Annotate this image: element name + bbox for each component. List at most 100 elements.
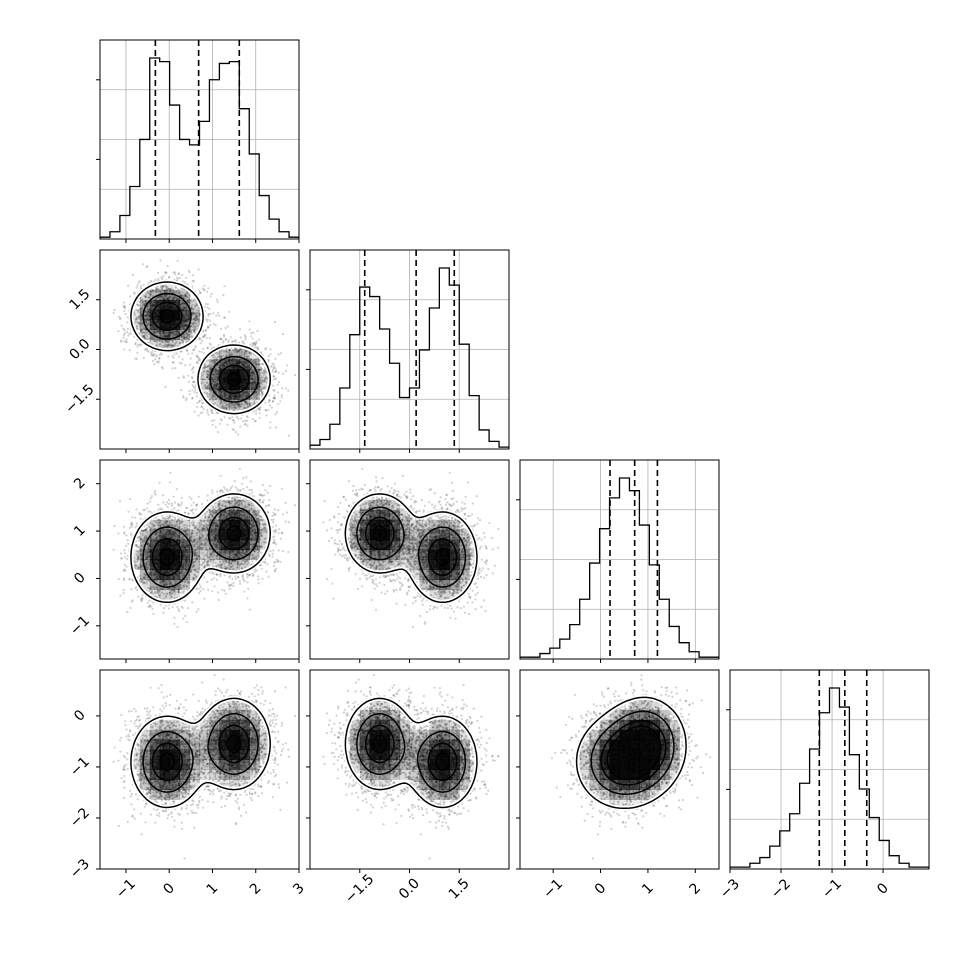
scatter-point	[262, 379, 265, 383]
scatter-point	[251, 377, 254, 380]
scatter-point	[126, 331, 129, 334]
scatter-point	[201, 339, 204, 342]
scatter-point	[192, 322, 195, 325]
scatter-point	[251, 382, 254, 385]
density-cell	[209, 389, 220, 400]
density-cell	[229, 349, 240, 360]
scatter-point	[235, 350, 238, 353]
scatter-point	[206, 347, 209, 350]
scatter-point	[221, 405, 224, 409]
scatter-point	[269, 426, 272, 429]
scatter-point	[203, 284, 206, 287]
scatter-point	[274, 367, 277, 370]
scatter-point	[176, 276, 179, 279]
scatter-point	[162, 289, 165, 292]
scatter-point	[214, 383, 217, 386]
scatter-point	[211, 489, 214, 492]
scatter-point	[156, 287, 159, 290]
scatter-point	[192, 312, 196, 315]
scatter-point	[191, 279, 195, 282]
scatter-point	[236, 403, 239, 406]
scatter-point	[125, 340, 128, 343]
scatter-point	[249, 343, 252, 346]
scatter-point	[221, 404, 224, 407]
scatter-point	[216, 370, 219, 373]
scatter-point	[198, 399, 201, 402]
scatter-point	[251, 377, 254, 380]
scatter-point	[248, 328, 251, 331]
scatter-point	[260, 389, 263, 392]
scatter-point	[249, 368, 252, 371]
scatter-point	[184, 306, 187, 310]
scatter-point	[253, 372, 256, 375]
scatter-point	[138, 317, 142, 320]
scatter-point	[154, 339, 157, 342]
scatter-point	[119, 316, 122, 319]
scatter-point	[215, 314, 218, 317]
scatter-point	[260, 368, 263, 371]
scatter-point	[273, 378, 276, 381]
scatter-point	[175, 333, 178, 336]
scatter-point	[186, 292, 189, 295]
scatter-point	[160, 353, 163, 356]
scatter-point	[244, 335, 247, 339]
scatter-point	[236, 488, 239, 491]
scatter-point	[244, 419, 247, 422]
scatter-point	[212, 354, 215, 357]
scatter-point	[257, 368, 260, 371]
scatter-point	[233, 403, 236, 406]
scatter-point	[210, 419, 214, 422]
scatter-point	[197, 309, 200, 312]
scatter-point	[167, 296, 170, 299]
scatter-point	[193, 318, 196, 321]
scatter-point	[174, 367, 177, 370]
scatter-point	[210, 292, 213, 296]
scatter-point	[164, 344, 167, 347]
scatter-point	[189, 301, 192, 305]
scatter-point	[215, 372, 218, 375]
scatter-point	[203, 289, 206, 292]
scatter-point	[248, 351, 251, 354]
scatter-point	[225, 406, 228, 410]
scatter-point	[158, 354, 161, 357]
scatter-point	[145, 334, 148, 337]
scatter-point	[183, 302, 186, 305]
scatter-point	[178, 341, 182, 344]
scatter-point	[171, 355, 174, 358]
scatter-point	[277, 391, 280, 394]
scatter-point	[201, 411, 204, 414]
scatter-point	[137, 315, 140, 318]
scatter-point	[133, 313, 136, 316]
scatter-point	[147, 290, 150, 293]
scatter-point	[160, 340, 163, 343]
scatter-point	[251, 402, 254, 405]
scatter-point	[195, 314, 198, 317]
scatter-point	[183, 336, 186, 339]
scatter-point	[239, 404, 242, 407]
scatter-point	[201, 401, 204, 404]
scatter-point	[281, 387, 284, 390]
scatter-point	[139, 307, 142, 310]
scatter-point	[185, 332, 188, 335]
scatter-point	[264, 370, 267, 373]
scatter-point	[184, 306, 187, 309]
scatter-point	[139, 286, 142, 289]
scatter-point	[122, 304, 125, 307]
scatter-point	[253, 381, 256, 385]
scatter-point	[224, 338, 227, 341]
scatter-point	[123, 329, 126, 332]
scatter-point	[147, 318, 150, 321]
scatter-point	[205, 337, 208, 340]
scatter-point	[161, 341, 164, 344]
scatter-point	[251, 368, 254, 371]
scatter-point	[199, 342, 202, 345]
scatter-point	[191, 397, 194, 400]
scatter-point	[209, 343, 213, 346]
scatter-point	[201, 374, 204, 377]
scatter-point	[194, 319, 197, 322]
scatter-point	[170, 295, 173, 298]
scatter-point	[236, 415, 239, 419]
scatter-point	[164, 291, 168, 294]
scatter-point	[214, 366, 217, 370]
scatter-point	[274, 370, 278, 374]
